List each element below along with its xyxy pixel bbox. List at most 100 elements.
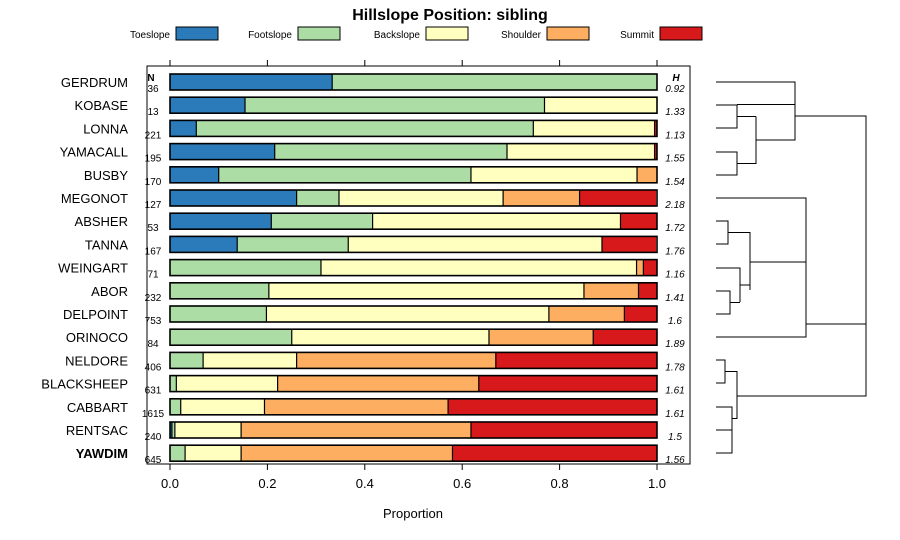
bar-segment-footslope bbox=[170, 259, 321, 276]
bar-segment-shoulder bbox=[503, 190, 580, 206]
bar-segment-footslope bbox=[170, 282, 269, 299]
row-megonot: MEGONOT 127 2.18 bbox=[61, 189, 685, 211]
bar-segment-footslope bbox=[237, 236, 349, 253]
row-cabbart: CABBART 1615 1.61 bbox=[67, 397, 685, 420]
legend-swatch-backslope bbox=[425, 26, 469, 41]
dendrogram bbox=[716, 81, 867, 454]
bar-segment-footslope bbox=[171, 422, 175, 438]
bar-segment-summit bbox=[593, 329, 657, 346]
bar-outline bbox=[169, 166, 658, 184]
bar-segment-summit bbox=[654, 143, 657, 160]
bar-segment-backslope bbox=[174, 422, 242, 438]
plot-panel bbox=[146, 65, 691, 465]
n-value: 1615 bbox=[142, 409, 165, 420]
bar-outline bbox=[169, 258, 658, 277]
bar-outline bbox=[169, 328, 658, 347]
bar-segment-shoulder bbox=[548, 306, 625, 322]
bar-segment-summit bbox=[495, 352, 657, 369]
n-value: 127 bbox=[145, 200, 162, 211]
row-kobase: KOBASE 13 1.33 bbox=[75, 96, 685, 118]
bar-segment-toeslope bbox=[170, 97, 245, 114]
bar-segment-toeslope bbox=[170, 120, 197, 137]
bar-segment-summit bbox=[624, 306, 657, 322]
h-value: 1.16 bbox=[665, 270, 685, 281]
x-tick-label: 0.4 bbox=[356, 476, 374, 491]
n-value: 13 bbox=[147, 107, 159, 118]
category-label: YAMACALL bbox=[60, 145, 128, 160]
row-weingart: WEINGART 71 1.16 bbox=[58, 258, 685, 281]
row-delpoint: DELPOINT 753 1.6 bbox=[63, 305, 682, 327]
row-gerdrum: GERDRUM 36 0.92 bbox=[61, 73, 685, 95]
bar-segment-summit bbox=[620, 213, 657, 230]
row-rentsac: RENTSAC 240 1.5 bbox=[66, 421, 682, 443]
legend-swatch-summit bbox=[659, 26, 703, 41]
category-label: TANNA bbox=[85, 237, 128, 252]
n-value: 221 bbox=[145, 130, 162, 141]
n-value: 71 bbox=[147, 270, 159, 281]
bar-segment-footslope bbox=[170, 306, 267, 322]
bar-segment-shoulder bbox=[637, 166, 657, 183]
row-yamacall: YAMACALL 195 1.55 bbox=[60, 142, 685, 165]
x-tick-label: 0.6 bbox=[453, 476, 471, 491]
n-value: 53 bbox=[147, 223, 159, 234]
category-label: GERDRUM bbox=[61, 75, 128, 90]
bar-segment-footslope bbox=[196, 120, 534, 137]
bar-outline bbox=[169, 96, 658, 114]
category-label: MEGONOT bbox=[61, 191, 128, 206]
x-tick-label: 0.2 bbox=[258, 476, 276, 491]
bar-segment-toeslope bbox=[170, 190, 297, 206]
bar-outline bbox=[169, 421, 658, 439]
bar-segment-footslope bbox=[271, 213, 373, 230]
bar-segment-shoulder bbox=[241, 445, 453, 462]
bar-segment-backslope bbox=[203, 352, 297, 369]
bar-outline bbox=[169, 212, 658, 230]
legend-label-footslope: Footslope bbox=[248, 30, 292, 41]
row-absher: ABSHER 53 1.72 bbox=[75, 212, 685, 234]
bar-segment-backslope bbox=[533, 120, 655, 137]
bar-segment-footslope bbox=[170, 445, 186, 462]
category-label: LONNA bbox=[83, 121, 128, 136]
bar-segment-toeslope bbox=[170, 236, 238, 253]
bar-segment-footslope bbox=[332, 74, 657, 90]
legend-swatch-shoulder bbox=[546, 26, 590, 41]
bar-outline bbox=[169, 351, 658, 370]
n-value: 631 bbox=[145, 386, 162, 397]
bar-outline bbox=[169, 119, 658, 138]
legend-swatch-footslope bbox=[297, 26, 341, 41]
bar-outline bbox=[169, 73, 658, 91]
row-busby: BUSBY 170 1.54 bbox=[84, 166, 685, 188]
n-value: 170 bbox=[145, 177, 162, 188]
h-value: 1.13 bbox=[665, 130, 685, 141]
row-tanna: TANNA 167 1.76 bbox=[85, 235, 685, 257]
row-yawdim: YAWDIM 645 1.56 bbox=[76, 444, 685, 466]
bar-segment-summit bbox=[654, 120, 657, 137]
bar-segment-footslope bbox=[170, 375, 177, 392]
legend-label-backslope: Backslope bbox=[374, 30, 421, 41]
bar-segment-toeslope bbox=[170, 213, 272, 230]
h-value: 1.78 bbox=[665, 362, 685, 373]
bar-segment-backslope bbox=[348, 236, 602, 253]
bar-segment-backslope bbox=[268, 282, 584, 299]
bar-outline bbox=[169, 374, 658, 393]
category-label: ORINOCO bbox=[66, 330, 128, 345]
bar-segment-toeslope bbox=[170, 166, 219, 183]
bar-segment-summit bbox=[478, 375, 657, 392]
row-neldore: NELDORE 406 1.78 bbox=[65, 351, 685, 373]
n-value: 240 bbox=[145, 432, 162, 443]
dendrogram-branch bbox=[716, 81, 867, 454]
bar-outline bbox=[169, 281, 658, 300]
bar-segment-summit bbox=[638, 282, 657, 299]
legend: Toeslope Footslope Backslope Shoulder Summit bbox=[130, 26, 703, 41]
bar-segment-shoulder bbox=[241, 422, 471, 438]
bar-outline bbox=[169, 444, 658, 463]
bar-segment-summit bbox=[470, 422, 657, 438]
h-value: 1.61 bbox=[665, 386, 684, 397]
x-tick-label: 0.8 bbox=[551, 476, 569, 491]
h-value: 1.56 bbox=[665, 455, 685, 466]
bar-outline bbox=[169, 305, 658, 323]
bar-segment-toeslope bbox=[170, 422, 172, 438]
bar-segment-backslope bbox=[176, 375, 278, 392]
bar-segment-backslope bbox=[180, 398, 265, 415]
bar-outline bbox=[169, 235, 658, 254]
chart-title: Hillslope Position: sibling bbox=[352, 7, 548, 24]
